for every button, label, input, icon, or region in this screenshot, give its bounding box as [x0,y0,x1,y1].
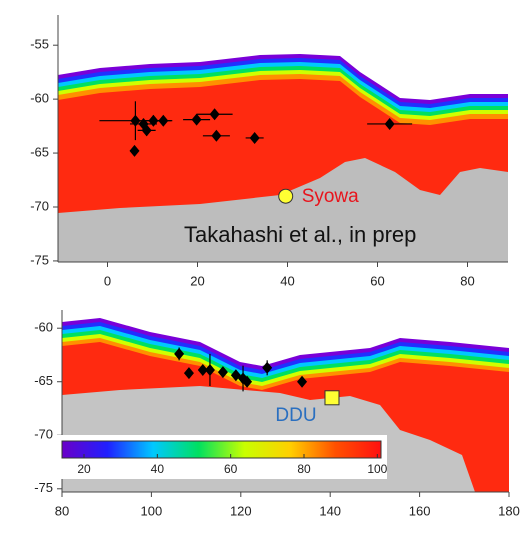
colorbar-tick-label: 60 [224,462,238,476]
x-tick-label: 160 [409,503,431,518]
station-label: DDU [275,405,316,426]
colorbar-tick-label: 100 [367,462,387,476]
colorbar [62,441,381,458]
x-tick-label: 80 [55,503,69,518]
x-tick-label: 20 [190,273,204,288]
x-tick-label: 100 [141,503,163,518]
colorbar-tick-label: 20 [77,462,91,476]
map-top [58,54,508,287]
y-tick-label: -75 [30,252,49,267]
figure: Takahashi et al., in prep -75 -70 -65 -60 -5… [0,0,526,533]
x-tick-label: 80 [460,273,474,288]
y-tick-label: -60 [30,91,49,106]
station-marker [279,189,293,203]
station-marker [325,391,339,405]
y-tick-label: -65 [30,144,49,159]
colorbar-tick-label: 80 [297,462,311,476]
x-tick-label: 140 [319,503,341,518]
y-tick-label: -65 [34,373,53,388]
y-tick-label: -70 [34,427,53,442]
y-tick-label: -60 [34,320,53,335]
y-tick-label: -70 [30,198,49,213]
x-tick-label: 60 [370,273,384,288]
station-label: Syowa [302,186,359,207]
y-tick-label: -55 [30,37,49,52]
colorbar-tick-label: 40 [151,462,165,476]
x-tick-label: 40 [280,273,294,288]
x-tick-label: 180 [498,503,520,518]
y-tick-label: -75 [34,480,53,495]
annotation: Takahashi et al., in prep [184,222,416,247]
x-tick-label: 120 [230,503,252,518]
x-tick-label: 0 [104,273,111,288]
